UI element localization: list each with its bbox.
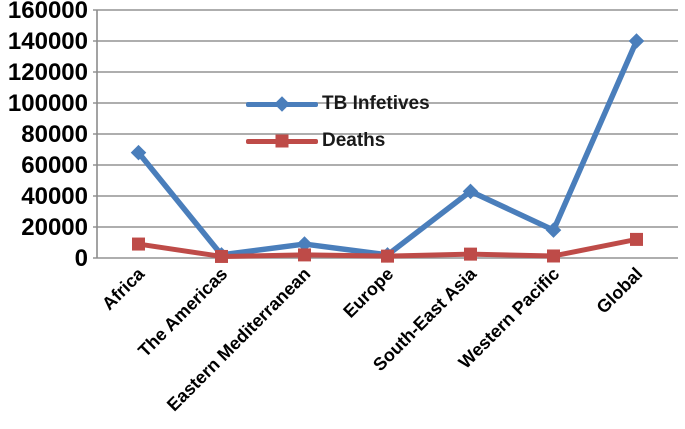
square-marker-icon xyxy=(275,134,289,148)
y-tick-label-40000: 40000 xyxy=(21,183,88,210)
legend-item-tb-infetives: TB Infetives xyxy=(246,92,430,116)
deaths-marker-western-pacific xyxy=(547,249,560,263)
tb-infetives-marker-south-east-asia xyxy=(462,183,479,200)
legend-label-deaths: Deaths xyxy=(322,130,386,151)
x-category-label-eastern-mediterranean: Eastern Mediterranean xyxy=(163,264,314,415)
y-tick-label-120000: 120000 xyxy=(8,59,88,86)
deaths-marker-south-east-asia xyxy=(464,247,477,261)
deaths-marker-europe xyxy=(381,249,394,263)
y-tick-label-160000: 160000 xyxy=(8,0,88,24)
tb-infetives-line-diamond-icon xyxy=(246,92,318,116)
deaths-marker-eastern-mediterranean xyxy=(298,248,311,262)
legend-item-deaths: Deaths xyxy=(246,129,430,153)
tb-infetives-marker-africa xyxy=(130,144,147,161)
y-tick-label-100000: 100000 xyxy=(8,90,88,117)
y-tick-label-140000: 140000 xyxy=(8,28,88,55)
y-tick-label-80000: 80000 xyxy=(21,121,88,148)
y-tick-label-60000: 60000 xyxy=(21,152,88,179)
tb-infetives-marker-eastern-mediterranean xyxy=(296,236,313,252)
deaths-line-square-icon xyxy=(246,129,318,153)
x-category-label-africa: Africa xyxy=(98,263,149,314)
deaths-marker-global xyxy=(630,232,643,246)
chart-legend: TB Infetives Deaths xyxy=(246,92,430,166)
diamond-marker-icon xyxy=(274,96,290,112)
deaths-marker-africa xyxy=(132,237,145,251)
legend-label-tb-infetives: TB Infetives xyxy=(322,93,430,114)
x-category-label-europe: Europe xyxy=(339,264,397,322)
deaths-marker-the-americas xyxy=(215,249,228,263)
tb-infetives-marker-global xyxy=(628,33,645,49)
x-category-label-global: Global xyxy=(593,264,647,318)
y-tick-label-0: 0 xyxy=(75,245,88,272)
y-tick-label-20000: 20000 xyxy=(21,214,88,241)
tb-infetives-marker-western-pacific xyxy=(545,222,562,238)
